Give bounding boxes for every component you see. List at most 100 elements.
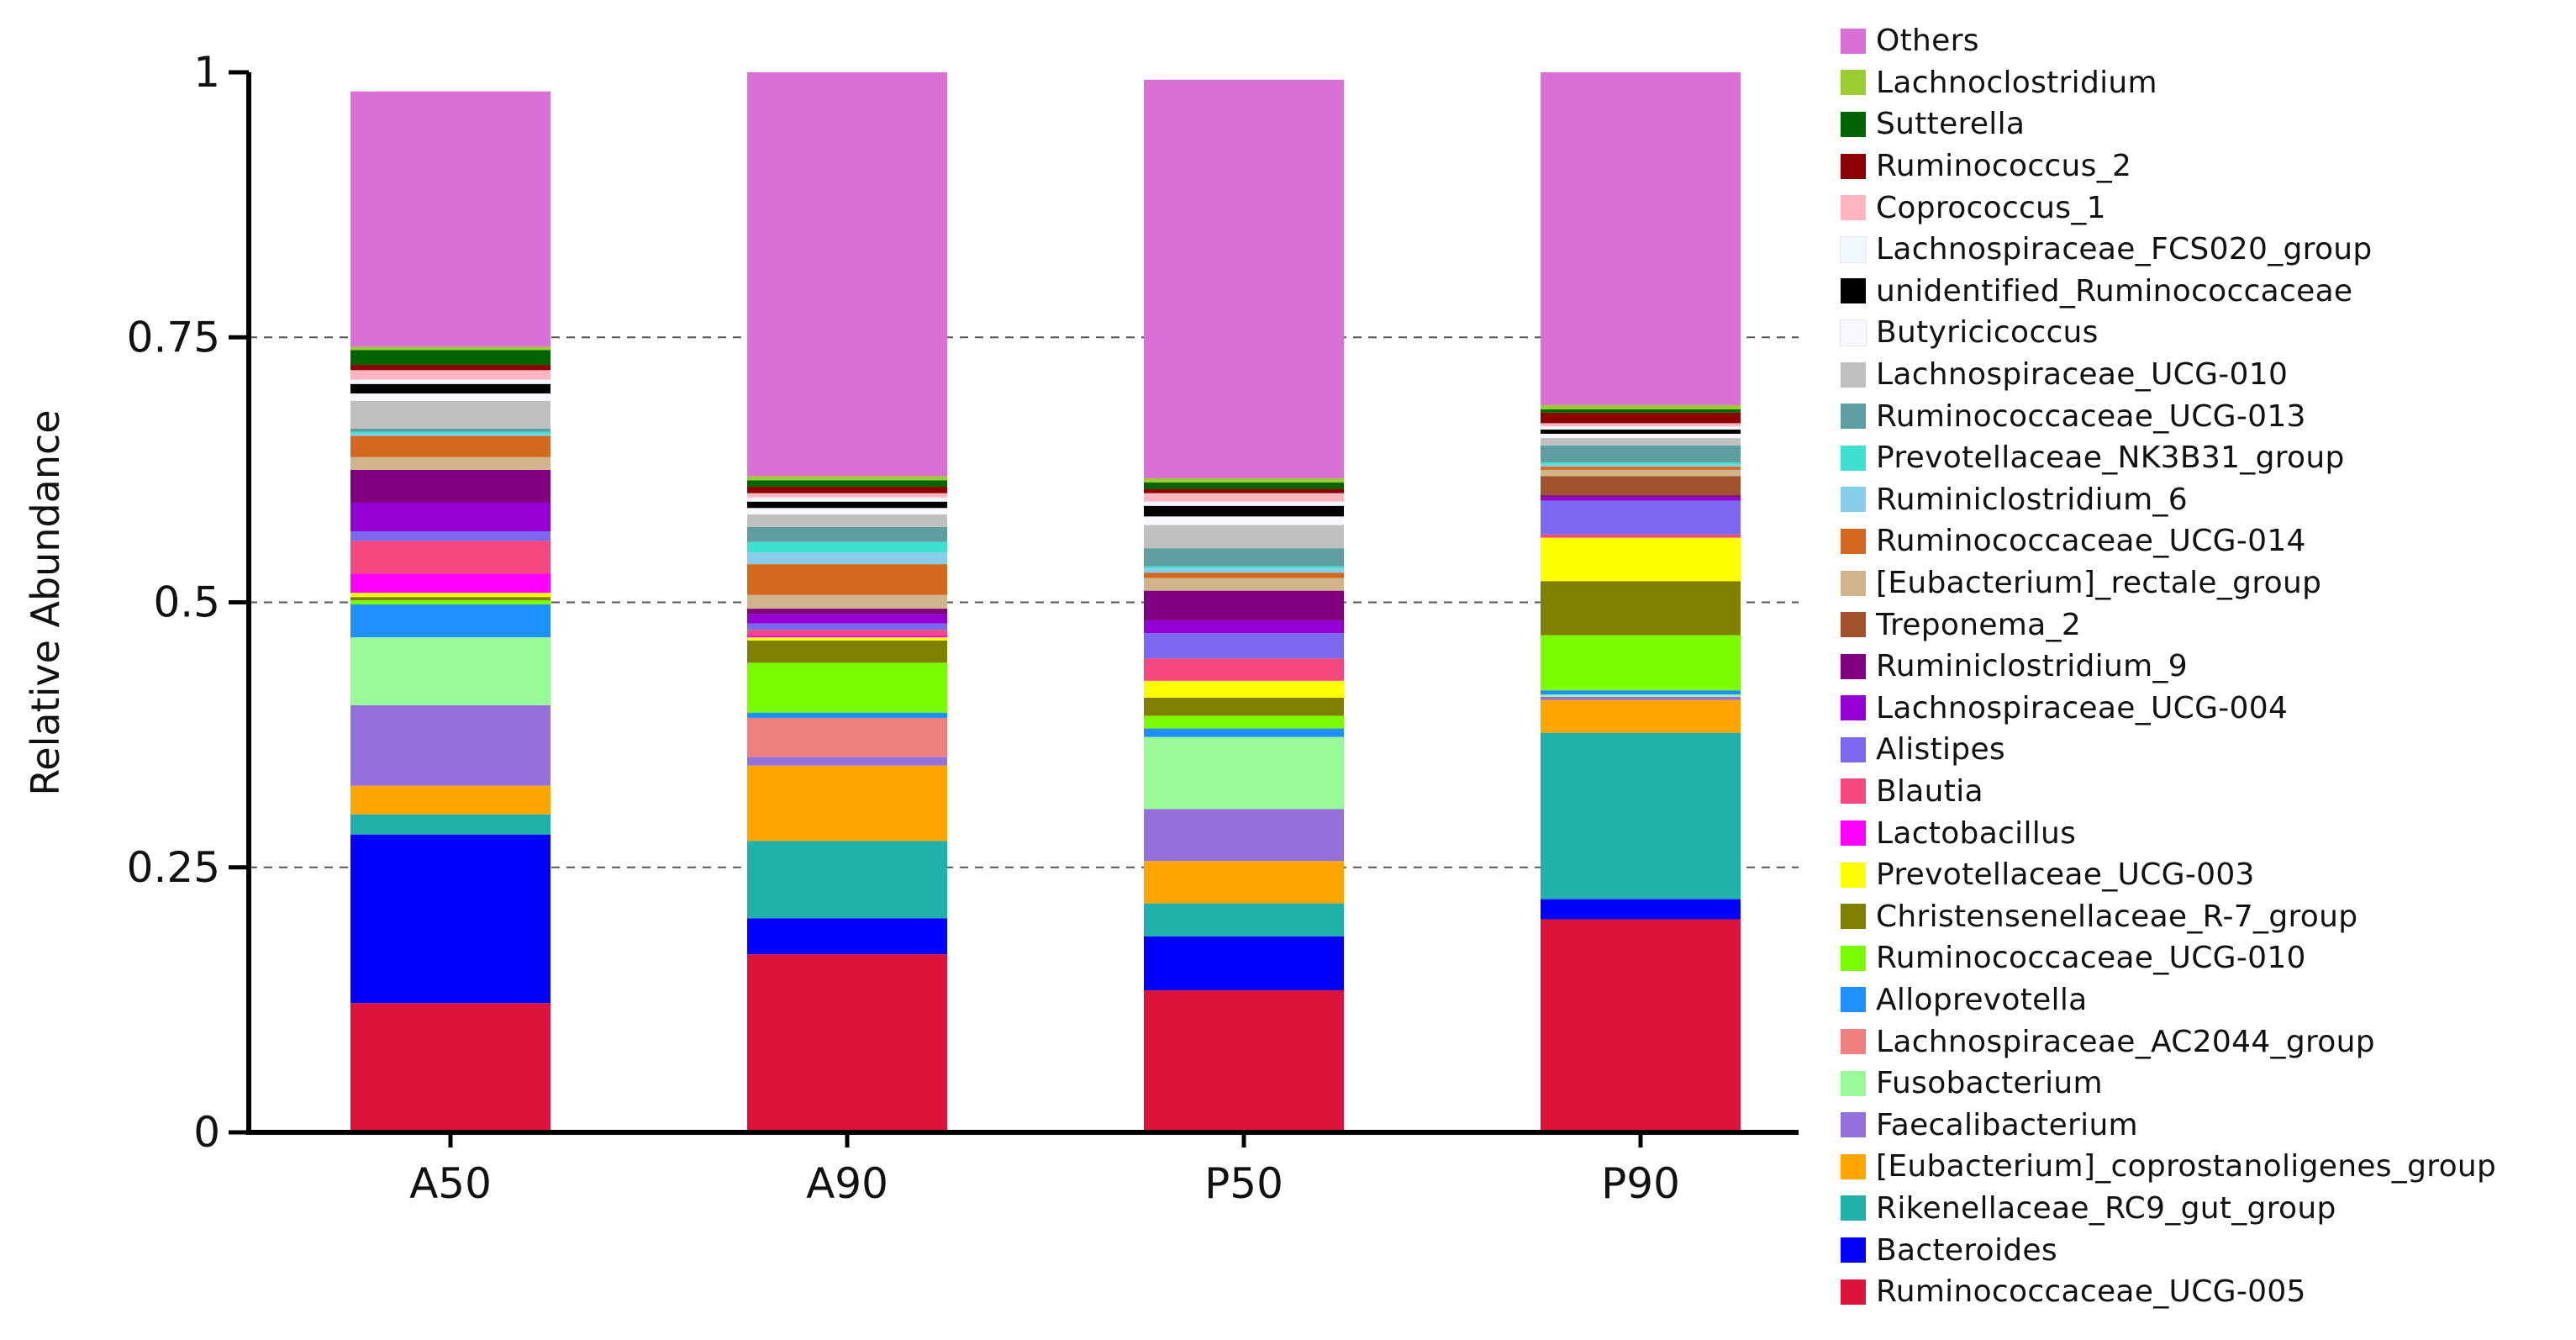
legend-label: Fusobacterium bbox=[1876, 1066, 2103, 1101]
legend-item: Ruminococcus_2 bbox=[1841, 145, 2563, 187]
bar-segment bbox=[747, 526, 947, 542]
legend-swatch bbox=[1841, 1279, 1866, 1305]
bar-segment bbox=[747, 630, 947, 636]
bar-segment bbox=[747, 501, 947, 509]
legend: Others Lachnoclostridium Sutterella Ruminoc… bbox=[1840, 20, 2563, 1312]
legend-swatch bbox=[1841, 195, 1866, 221]
y-tick-label: 0.5 bbox=[153, 578, 220, 627]
legend-swatch bbox=[1841, 778, 1866, 805]
bar-segment bbox=[1541, 476, 1741, 496]
bar-segment bbox=[1541, 438, 1741, 446]
legend-label: Lachnoclostridium bbox=[1876, 65, 2157, 100]
legend-swatch bbox=[1841, 1029, 1866, 1055]
bar-segment bbox=[747, 487, 947, 493]
legend-item: Treponema_2 bbox=[1841, 604, 2563, 646]
bar-segment bbox=[1541, 72, 1741, 405]
y-tick-label: 0.25 bbox=[127, 843, 220, 892]
legend-label: [Eubacterium]_coprostanoligenes_group bbox=[1876, 1149, 2497, 1184]
bar-segment bbox=[350, 400, 550, 429]
legend-label: Prevotellaceae_NK3B31_group bbox=[1876, 441, 2345, 476]
bar-stack-p50 bbox=[1144, 79, 1344, 1132]
bar-segment bbox=[350, 456, 550, 470]
bar-segment bbox=[1144, 516, 1344, 525]
bar-segment bbox=[350, 531, 550, 541]
legend-label: Sutterella bbox=[1876, 107, 2026, 142]
legend-label: Rikenellaceae_RC9_gut_group bbox=[1876, 1190, 2336, 1226]
legend-label: Christensenellaceae_R-7_group bbox=[1876, 899, 2358, 934]
bar-segment bbox=[350, 637, 550, 705]
bar-segment bbox=[747, 564, 947, 595]
legend-swatch bbox=[1841, 820, 1866, 847]
bar-segment bbox=[1144, 501, 1344, 506]
bar-segment bbox=[350, 1003, 550, 1132]
legend-item: Ruminiclostridium_6 bbox=[1841, 479, 2563, 521]
legend-item: Faecalibacterium bbox=[1841, 1104, 2563, 1146]
bar-segment bbox=[1541, 534, 1741, 538]
legend-item: Blautia bbox=[1841, 771, 2563, 813]
y-axis-label: Relative Abundance bbox=[23, 409, 68, 795]
bar-segment bbox=[1144, 620, 1344, 634]
legend-label: Ruminiclostridium_9 bbox=[1876, 649, 2188, 684]
legend-label: Coprococcus_1 bbox=[1876, 190, 2106, 225]
bar-segment bbox=[1144, 658, 1344, 681]
bar-segment bbox=[1541, 434, 1741, 439]
bar-segment bbox=[1144, 493, 1344, 502]
legend-label: Prevotellaceae_UCG-003 bbox=[1876, 857, 2255, 893]
legend-swatch bbox=[1841, 111, 1866, 137]
bar-segment bbox=[1144, 568, 1344, 573]
legend-item: Lachnospiraceae_UCG-010 bbox=[1841, 354, 2563, 396]
bar-segment bbox=[1144, 697, 1344, 716]
bar-segment bbox=[350, 599, 550, 605]
legend-swatch bbox=[1841, 945, 1866, 971]
legend-swatch bbox=[1841, 695, 1866, 721]
legend-label: Ruminiclostridium_6 bbox=[1876, 482, 2188, 517]
bar-segment bbox=[747, 493, 947, 498]
x-tick-label: A90 bbox=[806, 1159, 888, 1208]
bar-segment bbox=[747, 497, 947, 502]
bar-segment bbox=[1144, 483, 1344, 489]
bar-segment bbox=[747, 514, 947, 527]
bar-segment bbox=[747, 541, 947, 553]
legend-swatch bbox=[1841, 1237, 1866, 1264]
bar-segment bbox=[1541, 462, 1741, 465]
legend-item: [Eubacterium]_coprostanoligenes_group bbox=[1841, 1146, 2563, 1188]
bar-segment bbox=[350, 785, 550, 815]
bar-segment bbox=[1144, 548, 1344, 567]
bar-segment bbox=[747, 712, 947, 718]
bar-segment bbox=[1541, 426, 1741, 430]
bar-segment bbox=[350, 379, 550, 384]
bar-segment bbox=[1144, 590, 1344, 620]
bar-segment bbox=[350, 502, 550, 532]
bars bbox=[350, 72, 1741, 1132]
bar-segment bbox=[350, 814, 550, 835]
legend-swatch bbox=[1841, 278, 1866, 304]
legend-item: Lachnospiraceae_AC2044_group bbox=[1841, 1021, 2563, 1063]
legend-swatch bbox=[1841, 361, 1866, 388]
bar-segment bbox=[1541, 467, 1741, 470]
bar-segment bbox=[1144, 936, 1344, 991]
legend-item: [Eubacterium]_rectale_group bbox=[1841, 562, 2563, 604]
bar-segment bbox=[747, 954, 947, 1132]
bar-segment bbox=[350, 541, 550, 574]
bar-stack-a90 bbox=[747, 72, 947, 1132]
legend-item: Ruminiclostridium_9 bbox=[1841, 646, 2563, 688]
bar-segment bbox=[1541, 497, 1741, 501]
bar-segment bbox=[747, 757, 947, 766]
legend-item: Bacteroides bbox=[1841, 1229, 2563, 1271]
x-tick-label: P90 bbox=[1601, 1159, 1680, 1208]
legend-label: Treponema_2 bbox=[1876, 607, 2082, 642]
legend-swatch bbox=[1840, 319, 1867, 346]
legend-label: Ruminococcaceae_UCG-014 bbox=[1876, 524, 2306, 559]
legend-swatch bbox=[1841, 445, 1866, 471]
legend-swatch bbox=[1841, 570, 1866, 596]
bar-segment bbox=[747, 552, 947, 565]
legend-item: Lachnoclostridium bbox=[1841, 62, 2563, 104]
legend-swatch bbox=[1841, 1112, 1866, 1138]
bar-segment bbox=[350, 350, 550, 366]
bar-segment bbox=[1541, 412, 1741, 424]
bar-segment bbox=[350, 704, 550, 786]
bar-segment bbox=[747, 614, 947, 624]
bar-segment bbox=[350, 346, 550, 351]
bar-segment bbox=[350, 597, 550, 600]
legend-label: Lachnospiraceae_UCG-010 bbox=[1876, 357, 2289, 393]
